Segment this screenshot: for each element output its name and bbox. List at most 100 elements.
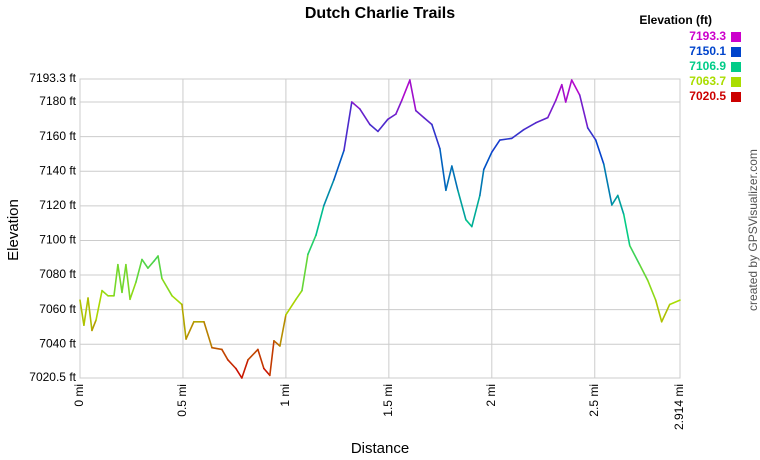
y-tick-label: 7193.3 ft	[29, 71, 76, 85]
elevation-segment	[181, 303, 187, 340]
legend-label: 7020.5	[689, 89, 726, 103]
elevation-segment	[491, 139, 501, 153]
legend-label: 7193.3	[689, 29, 726, 43]
elevation-segment	[617, 194, 625, 216]
elevation-segment	[221, 348, 229, 361]
elevation-segment	[153, 255, 159, 263]
x-tick-label: 2.914 mi	[672, 384, 686, 430]
elevation-segment	[83, 297, 89, 327]
elevation-segment	[668, 299, 681, 306]
elevation-segment	[269, 339, 275, 377]
legend-swatch	[731, 47, 741, 57]
x-tick-label: 1 mi	[278, 384, 292, 407]
elevation-segment	[510, 128, 525, 140]
elevation-segment	[203, 320, 213, 349]
credit: created by GPSVisualizer.com	[746, 149, 760, 311]
elevation-segment	[333, 149, 345, 181]
elevation-segment	[564, 79, 573, 103]
elevation-segment	[129, 281, 137, 301]
elevation-segment	[301, 253, 309, 292]
legend-label: 7150.1	[689, 44, 726, 58]
elevation-segment	[479, 168, 485, 197]
elevation-segment	[445, 165, 453, 192]
y-tick-label: 7180 ft	[39, 94, 76, 108]
elevation-segment	[79, 299, 85, 327]
elevation-segment	[135, 258, 143, 283]
y-tick-label: 7140 ft	[39, 163, 76, 177]
legend-swatch	[731, 77, 741, 87]
elevation-segment	[622, 213, 631, 247]
elevation-segment	[439, 147, 447, 192]
elevation-segment	[279, 314, 287, 347]
elevation-segment	[101, 289, 109, 297]
y-tick-label: 7080 ft	[39, 267, 76, 281]
plot-area	[79, 78, 681, 379]
elevation-segment	[586, 127, 597, 141]
legend-swatch	[731, 62, 741, 72]
legend-swatch	[731, 32, 741, 42]
chart-title: Dutch Charlie Trails	[305, 5, 455, 22]
elevation-segment	[423, 116, 433, 126]
elevation-segment	[343, 101, 353, 152]
elevation-segment	[395, 99, 403, 115]
elevation-segment	[415, 109, 425, 119]
x-axis-label: Distance	[351, 440, 409, 457]
elevation-segment	[350, 101, 361, 110]
legend-label: 7106.9	[689, 59, 726, 73]
y-tick-label: 7100 ft	[39, 233, 76, 247]
elevation-segment	[570, 79, 581, 96]
elevation-segment	[121, 263, 127, 294]
elevation-segment	[171, 295, 183, 306]
elevation-segment	[561, 83, 567, 103]
elevation-segment	[646, 279, 657, 301]
elevation-segment	[117, 263, 123, 294]
elevation-segment	[315, 205, 325, 237]
elevation-segment	[263, 367, 271, 377]
y-tick-label: 7040 ft	[39, 336, 76, 350]
elevation-segment	[594, 139, 605, 166]
elevation-segment	[161, 277, 173, 297]
elevation-segment	[660, 303, 671, 323]
elevation-segment	[555, 83, 563, 102]
elevation-segment	[125, 263, 131, 301]
elevation-segment	[227, 359, 237, 370]
elevation-segment	[482, 151, 493, 171]
elevation-segment	[241, 359, 249, 379]
elevation-segment	[535, 116, 549, 124]
elevation-segment	[451, 165, 459, 192]
elevation-segment	[247, 348, 259, 361]
elevation-segment	[235, 367, 243, 379]
elevation-segment	[307, 234, 317, 256]
elevation-segment	[322, 179, 335, 207]
elevation-segment	[147, 260, 155, 269]
elevation-segment	[285, 298, 297, 316]
elevation-segment	[465, 218, 473, 228]
elevation-segment	[211, 346, 223, 351]
elevation-segment	[499, 137, 513, 141]
y-tick-label: 7120 ft	[39, 198, 76, 212]
elevation-segment	[377, 118, 389, 133]
x-tick-label: 1.5 mi	[381, 384, 395, 417]
elevation-segment	[359, 108, 371, 126]
elevation-segment	[273, 339, 281, 347]
elevation-segment	[409, 79, 417, 112]
elevation-segment	[471, 194, 481, 228]
elevation-segment	[603, 163, 613, 206]
y-axis-label: Elevation	[5, 199, 22, 261]
x-tick-label: 0 mi	[72, 384, 86, 407]
legend-label: 7063.7	[689, 74, 726, 88]
elevation-segment	[91, 319, 97, 332]
elevation-segment	[457, 189, 467, 221]
elevation-segment	[522, 121, 537, 131]
legend-title: Elevation (ft)	[639, 13, 712, 27]
legend-swatch	[731, 92, 741, 102]
elevation-segment	[257, 348, 265, 370]
elevation-segment	[654, 299, 663, 323]
elevation-segment	[431, 123, 441, 150]
elevation-segment	[157, 255, 163, 280]
y-tick-label: 7060 ft	[39, 302, 76, 316]
x-tick-label: 2.5 mi	[587, 384, 601, 417]
elevation-segment	[387, 113, 397, 121]
elevation-segment	[113, 263, 119, 297]
